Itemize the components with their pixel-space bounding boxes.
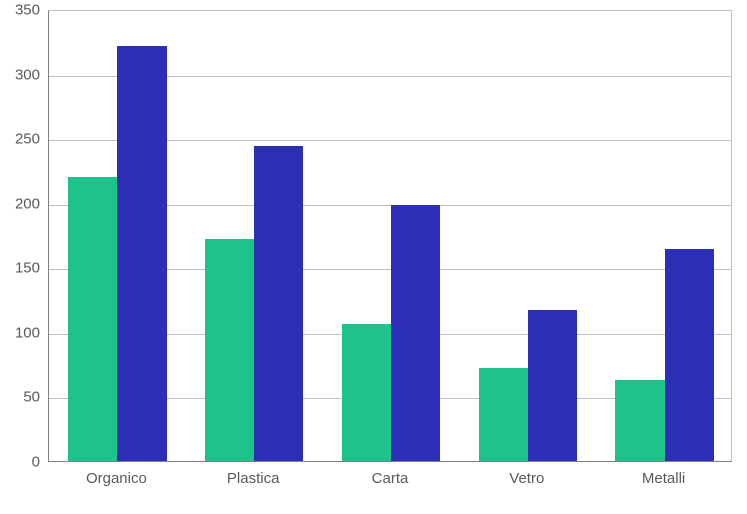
bar <box>479 368 528 461</box>
bar <box>68 177 117 461</box>
x-tick-label: Carta <box>372 470 409 487</box>
bar <box>391 205 440 461</box>
x-tick-label: Metalli <box>642 470 685 487</box>
bar-chart: 0 50 100 150 200 250 300 350 Organico Plastica Ca… <box>0 0 747 514</box>
x-tick-label: Plastica <box>227 470 280 487</box>
bar <box>205 239 254 461</box>
y-tick-label: 250 <box>0 131 40 148</box>
y-tick-label: 150 <box>0 260 40 277</box>
bar <box>665 249 714 461</box>
y-tick-label: 50 <box>0 389 40 406</box>
bar <box>254 146 303 461</box>
plot-area <box>48 10 732 462</box>
y-tick-label: 100 <box>0 324 40 341</box>
bar <box>615 380 664 461</box>
x-tick-label: Vetro <box>509 470 544 487</box>
bar <box>342 324 391 461</box>
bar <box>528 310 577 461</box>
y-tick-label: 350 <box>0 2 40 19</box>
y-tick-label: 200 <box>0 195 40 212</box>
bar <box>117 46 166 461</box>
y-tick-label: 0 <box>0 454 40 471</box>
y-tick-label: 300 <box>0 66 40 83</box>
x-tick-label: Organico <box>86 470 147 487</box>
